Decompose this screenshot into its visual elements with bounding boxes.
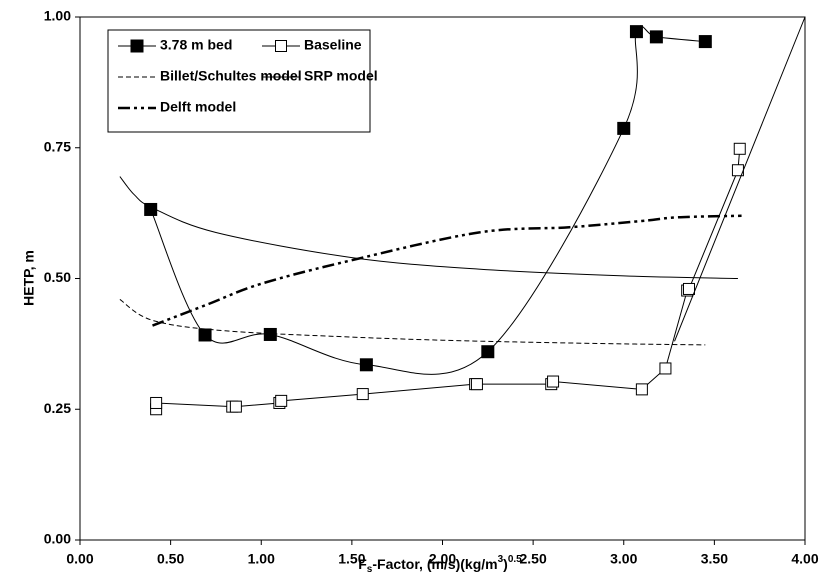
y-tick-label: 0.25: [44, 400, 71, 416]
x-tick-label: 1.50: [338, 551, 365, 567]
legend-box: [107, 29, 371, 133]
series-line: [119, 298, 706, 346]
x-tick-label: 2.50: [520, 551, 547, 567]
y-tick-label: 0.00: [44, 531, 71, 547]
marker: [617, 121, 631, 135]
series-line: [119, 176, 738, 279]
marker: [356, 388, 369, 401]
marker: [698, 35, 712, 49]
marker: [470, 378, 483, 391]
marker: [683, 282, 695, 295]
legend-label: 3.78 m bed: [160, 37, 232, 53]
legend-label: Baseline: [304, 37, 362, 53]
y-tick-label: 1.00: [44, 8, 71, 24]
legend-label: SRP model: [304, 68, 378, 84]
x-label-part: ): [503, 556, 508, 572]
marker: [635, 383, 648, 396]
x-tick-label: 4.00: [791, 551, 818, 567]
x-tick-label: 0.50: [157, 551, 184, 567]
y-tick-label: 0.50: [44, 269, 71, 285]
marker: [198, 328, 212, 342]
marker: [547, 375, 560, 388]
marker: [359, 358, 373, 372]
marker: [481, 345, 495, 359]
x-label-part: F: [358, 556, 367, 572]
x-label-part: -Factor, (m/s)(kg/m: [372, 556, 497, 572]
marker: [649, 30, 663, 44]
marker: [733, 142, 746, 155]
marker: [263, 327, 277, 341]
legend-marker: [275, 40, 287, 52]
series-line: [155, 148, 741, 410]
x-tick-label: 1.00: [248, 551, 275, 567]
marker: [229, 400, 242, 413]
x-label-part: 0.5: [508, 554, 522, 565]
x-tick-label: 0.00: [66, 551, 93, 567]
marker: [275, 394, 288, 407]
marker: [659, 362, 672, 375]
marker: [629, 25, 643, 39]
x-label-part: 3: [498, 554, 504, 565]
legend-marker: [130, 39, 144, 53]
x-tick-label: 3.00: [610, 551, 637, 567]
x-axis-label: Fs-Factor, (m/s)(kg/m3)0.5: [358, 554, 522, 575]
x-label-part: s: [367, 564, 373, 575]
legend-label: Delft model: [160, 99, 236, 115]
series-line: [152, 214, 742, 327]
y-axis-label: HETP, m: [21, 250, 37, 306]
legend-label: Billet/Schultes model: [160, 68, 302, 84]
marker: [150, 396, 163, 409]
x-tick-label: 2.00: [429, 551, 456, 567]
series-line: [674, 16, 806, 342]
x-tick-label: 3.50: [701, 551, 728, 567]
y-tick-label: 0.75: [44, 138, 71, 154]
